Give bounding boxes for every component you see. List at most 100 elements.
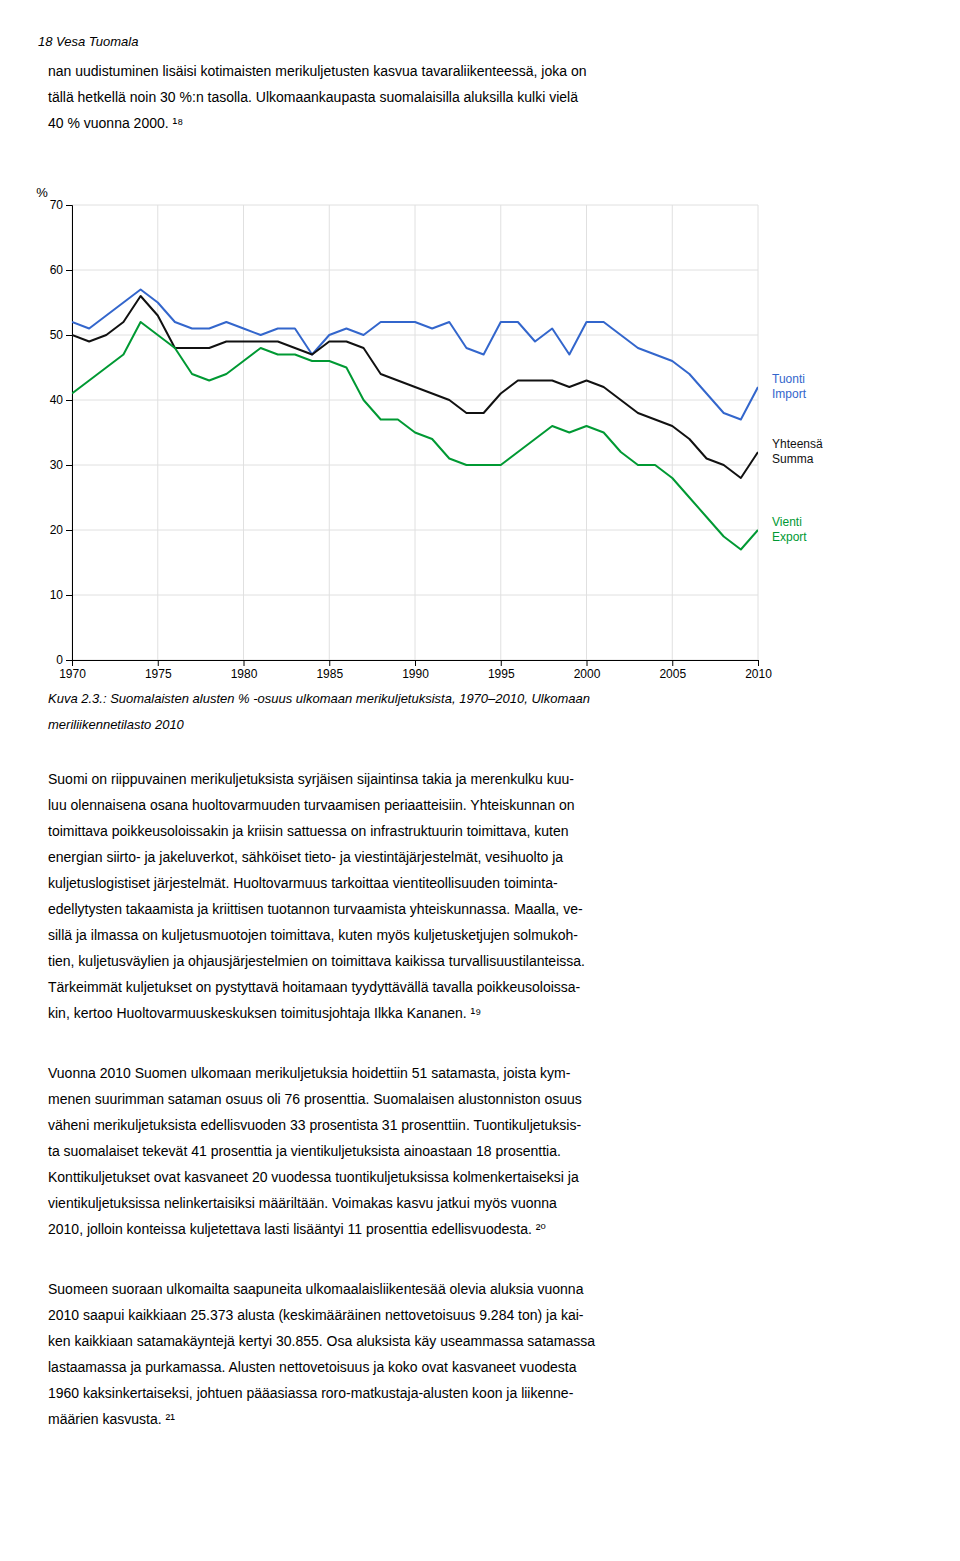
body-text-line: 1960 kaksinkertaiseksi, johtuen pääasias… [48,1385,574,1401]
x-axis-tick-mark [501,660,502,666]
grid-line-x [758,205,759,660]
body-text-line: luu olennaisena osana huoltovarmuuden tu… [48,797,575,813]
legend-label: YhteensäSumma [772,437,823,466]
legend-label-line: Import [772,387,807,401]
grid-line-x [586,205,587,660]
x-axis-tick-label: 1980 [231,667,258,681]
grid-line-x [157,205,158,660]
body-text-line: menen suurimman sataman osuus oli 76 pro… [48,1091,582,1107]
grid-line-x [500,205,501,660]
chart: 1970 1975 1980 1985 1990 1995 2000 2005 2010 0 10 2… [36,185,823,681]
x-axis-tick-label: 2005 [659,667,686,681]
body-text-line: edellytysten takaamista ja kriittisen tu… [48,901,583,917]
legend-label-line: Tuonti [772,372,805,386]
body-text-line: 2010 saapui kaikkiaan 25.373 alusta (kes… [48,1307,584,1323]
y-axis-tick-label: 0 [56,653,63,667]
y-axis-tick-mark [66,400,72,401]
y-axis-tick: 50 [50,328,72,342]
body-text-line: nan uudistuminen lisäisi kotimaisten mer… [48,63,587,79]
x-axis-tick: 2000 [574,660,601,681]
body-text-line: lastaamassa ja purkamassa. Alusten netto… [48,1359,577,1375]
x-axis-tick-label: 1970 [59,667,86,681]
y-axis: 0 10 20 30 40 50 60 70 [50,198,73,667]
x-axis-tick-mark [672,660,673,666]
x-axis-tick: 1975 [145,660,172,681]
x-axis-tick-label: 1985 [316,667,343,681]
legend-label: VientiExport [772,515,807,544]
series-lines [72,290,758,550]
series-line [72,296,758,478]
y-axis-tick: 20 [50,523,72,537]
x-axis-tick-mark [758,660,759,666]
x-axis-tick-label: 1990 [402,667,429,681]
body-text-line: kin, kertoo Huoltovarmuuskeskuksen toimi… [48,1005,481,1021]
x-axis-tick-label: 2000 [574,667,601,681]
x-axis-line [73,661,759,667]
x-axis-tick: 1970 [59,660,86,681]
x-axis-tick-label: 1995 [488,667,515,681]
y-axis-tick-mark [66,595,72,596]
x-axis-tick-mark [244,660,245,666]
x-axis-tick-label: 2010 [745,667,772,681]
body-text-line: vientikuljetuksissa nelinkertaisiksi mää… [48,1195,557,1211]
y-axis-tick: 40 [50,393,72,407]
y-axis-tick: 0 [56,653,72,667]
y-axis-tick-mark [66,530,72,531]
body-text-line: 40 % vuonna 2000. ¹⁸ [48,115,183,131]
body-text-line: sillä ja ilmassa on kuljetusmuotojen toi… [48,927,578,943]
body-text-line: ta suomalaiset tekevät 41 prosenttia ja … [48,1143,561,1159]
y-axis-tick-label: 70 [50,198,64,212]
x-axis-tick: 2010 [745,660,772,681]
body-text-line: määrien kasvusta. ²¹ [48,1411,175,1427]
x-axis-tick-mark [587,660,588,666]
y-axis-tick: 70 [50,198,72,212]
y-axis-tick: 30 [50,458,72,472]
grid [72,205,758,660]
body-text-line: kuljetuslogistiset järjestelmät. Huoltov… [48,875,558,891]
body-text-line: ken kaikkiaan satamakäyntejä kertyi 30.8… [48,1333,595,1349]
y-axis-tick-label: 20 [50,523,64,537]
page-header: 18 Vesa Tuomala [38,34,138,49]
y-axis-tick: 60 [50,263,72,277]
body-text-line: tällä hetkellä noin 30 %:n tasolla. Ulko… [48,89,578,105]
body-text-line: tien, kuljetusväylien ja ohjausjärjestel… [48,953,585,969]
legend-label-line: Export [772,530,807,544]
x-axis-tick-mark [158,660,159,666]
body-text-line: Vuonna 2010 Suomen ulkomaan merikuljetuk… [48,1065,571,1081]
legend-label-line: Yhteensä [772,437,823,451]
x-axis-tick: 1985 [316,660,343,681]
body-text-line: 2010, jolloin konteissa kuljetettava las… [48,1221,546,1237]
y-axis-tick-label: 40 [50,393,64,407]
x-axis-tick-mark [415,660,416,666]
x-axis-tick-label: 1975 [145,667,172,681]
legend-label-line: Vienti [772,515,802,529]
legend-label: TuontiImport [772,372,807,401]
y-axis-label: % [36,185,48,200]
grid-line-x [672,205,673,660]
body-text-line: energian siirto- ja jakeluverkot, sähköi… [48,849,563,865]
chart-caption: meriliikennetilasto 2010 [48,717,185,732]
x-axis-tick: 1995 [488,660,515,681]
grid-line-x [243,205,244,660]
page: 18 Vesa Tuomala nan uudistuminen lisäisi … [0,0,960,1561]
body-text-line: väheni merikuljetuksista edellisvuoden 3… [48,1117,581,1133]
body-text-line: Suomeen suoraan ulkomailta saapuneita ul… [48,1281,584,1297]
x-axis-tick: 1980 [231,660,258,681]
y-axis-tick-mark [66,660,72,661]
y-axis-line [66,206,73,661]
x-axis-tick-mark [329,660,330,666]
y-axis-tick-label: 30 [50,458,64,472]
body-text-line: toimittava poikkeusoloissakin ja kriisin… [48,823,569,839]
y-axis-tick-label: 50 [50,328,64,342]
series-line [72,290,758,420]
y-axis-tick-mark [66,465,72,466]
grid-line-x [329,205,330,660]
x-axis-tick: 1990 [402,660,429,681]
y-axis-tick-mark [66,270,72,271]
y-axis-tick-mark [66,205,72,206]
legend-label-line: Summa [772,452,814,466]
y-axis-tick-label: 10 [50,588,64,602]
y-axis-tick-label: 60 [50,263,64,277]
y-axis-tick: 10 [50,588,72,602]
chart-caption: Kuva 2.3.: Suomalaisten alusten % -osuus… [48,691,590,706]
